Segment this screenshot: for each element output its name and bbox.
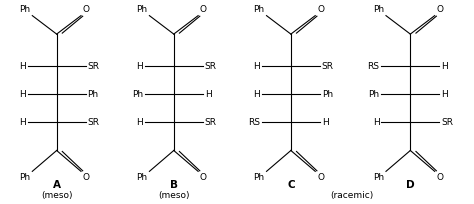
Text: H: H [441,90,448,99]
Text: SR: SR [205,62,217,71]
Text: (meso): (meso) [158,191,190,200]
Text: Ph: Ph [88,90,99,99]
Text: A: A [53,180,61,190]
Text: Ph: Ph [322,90,333,99]
Text: RS: RS [367,62,379,71]
Text: O: O [83,173,90,182]
Text: (racemic): (racemic) [330,191,374,200]
Text: H: H [136,118,143,127]
Text: O: O [200,5,207,14]
Text: O: O [200,173,207,182]
Text: Ph: Ph [254,173,264,182]
Text: O: O [437,5,444,14]
Text: Ph: Ph [373,5,384,14]
Text: C: C [287,180,295,190]
Text: O: O [437,173,444,182]
Text: Ph: Ph [19,5,30,14]
Text: SR: SR [88,62,100,71]
Text: H: H [19,90,26,99]
Text: (meso): (meso) [41,191,73,200]
Text: O: O [317,173,324,182]
Text: SR: SR [205,118,217,127]
Text: H: H [322,118,328,127]
Text: H: H [19,62,26,71]
Text: H: H [441,62,448,71]
Text: Ph: Ph [137,5,147,14]
Text: Ph: Ph [254,5,264,14]
Text: SR: SR [322,62,334,71]
Text: H: H [205,90,211,99]
Text: Ph: Ph [132,90,143,99]
Text: Ph: Ph [19,173,30,182]
Text: H: H [136,62,143,71]
Text: RS: RS [248,118,260,127]
Text: H: H [373,118,379,127]
Text: B: B [170,180,178,190]
Text: Ph: Ph [137,173,147,182]
Text: O: O [83,5,90,14]
Text: O: O [317,5,324,14]
Text: SR: SR [441,118,453,127]
Text: Ph: Ph [373,173,384,182]
Text: SR: SR [88,118,100,127]
Text: H: H [253,62,260,71]
Text: Ph: Ph [368,90,379,99]
Text: H: H [19,118,26,127]
Text: H: H [253,90,260,99]
Text: D: D [406,180,415,190]
